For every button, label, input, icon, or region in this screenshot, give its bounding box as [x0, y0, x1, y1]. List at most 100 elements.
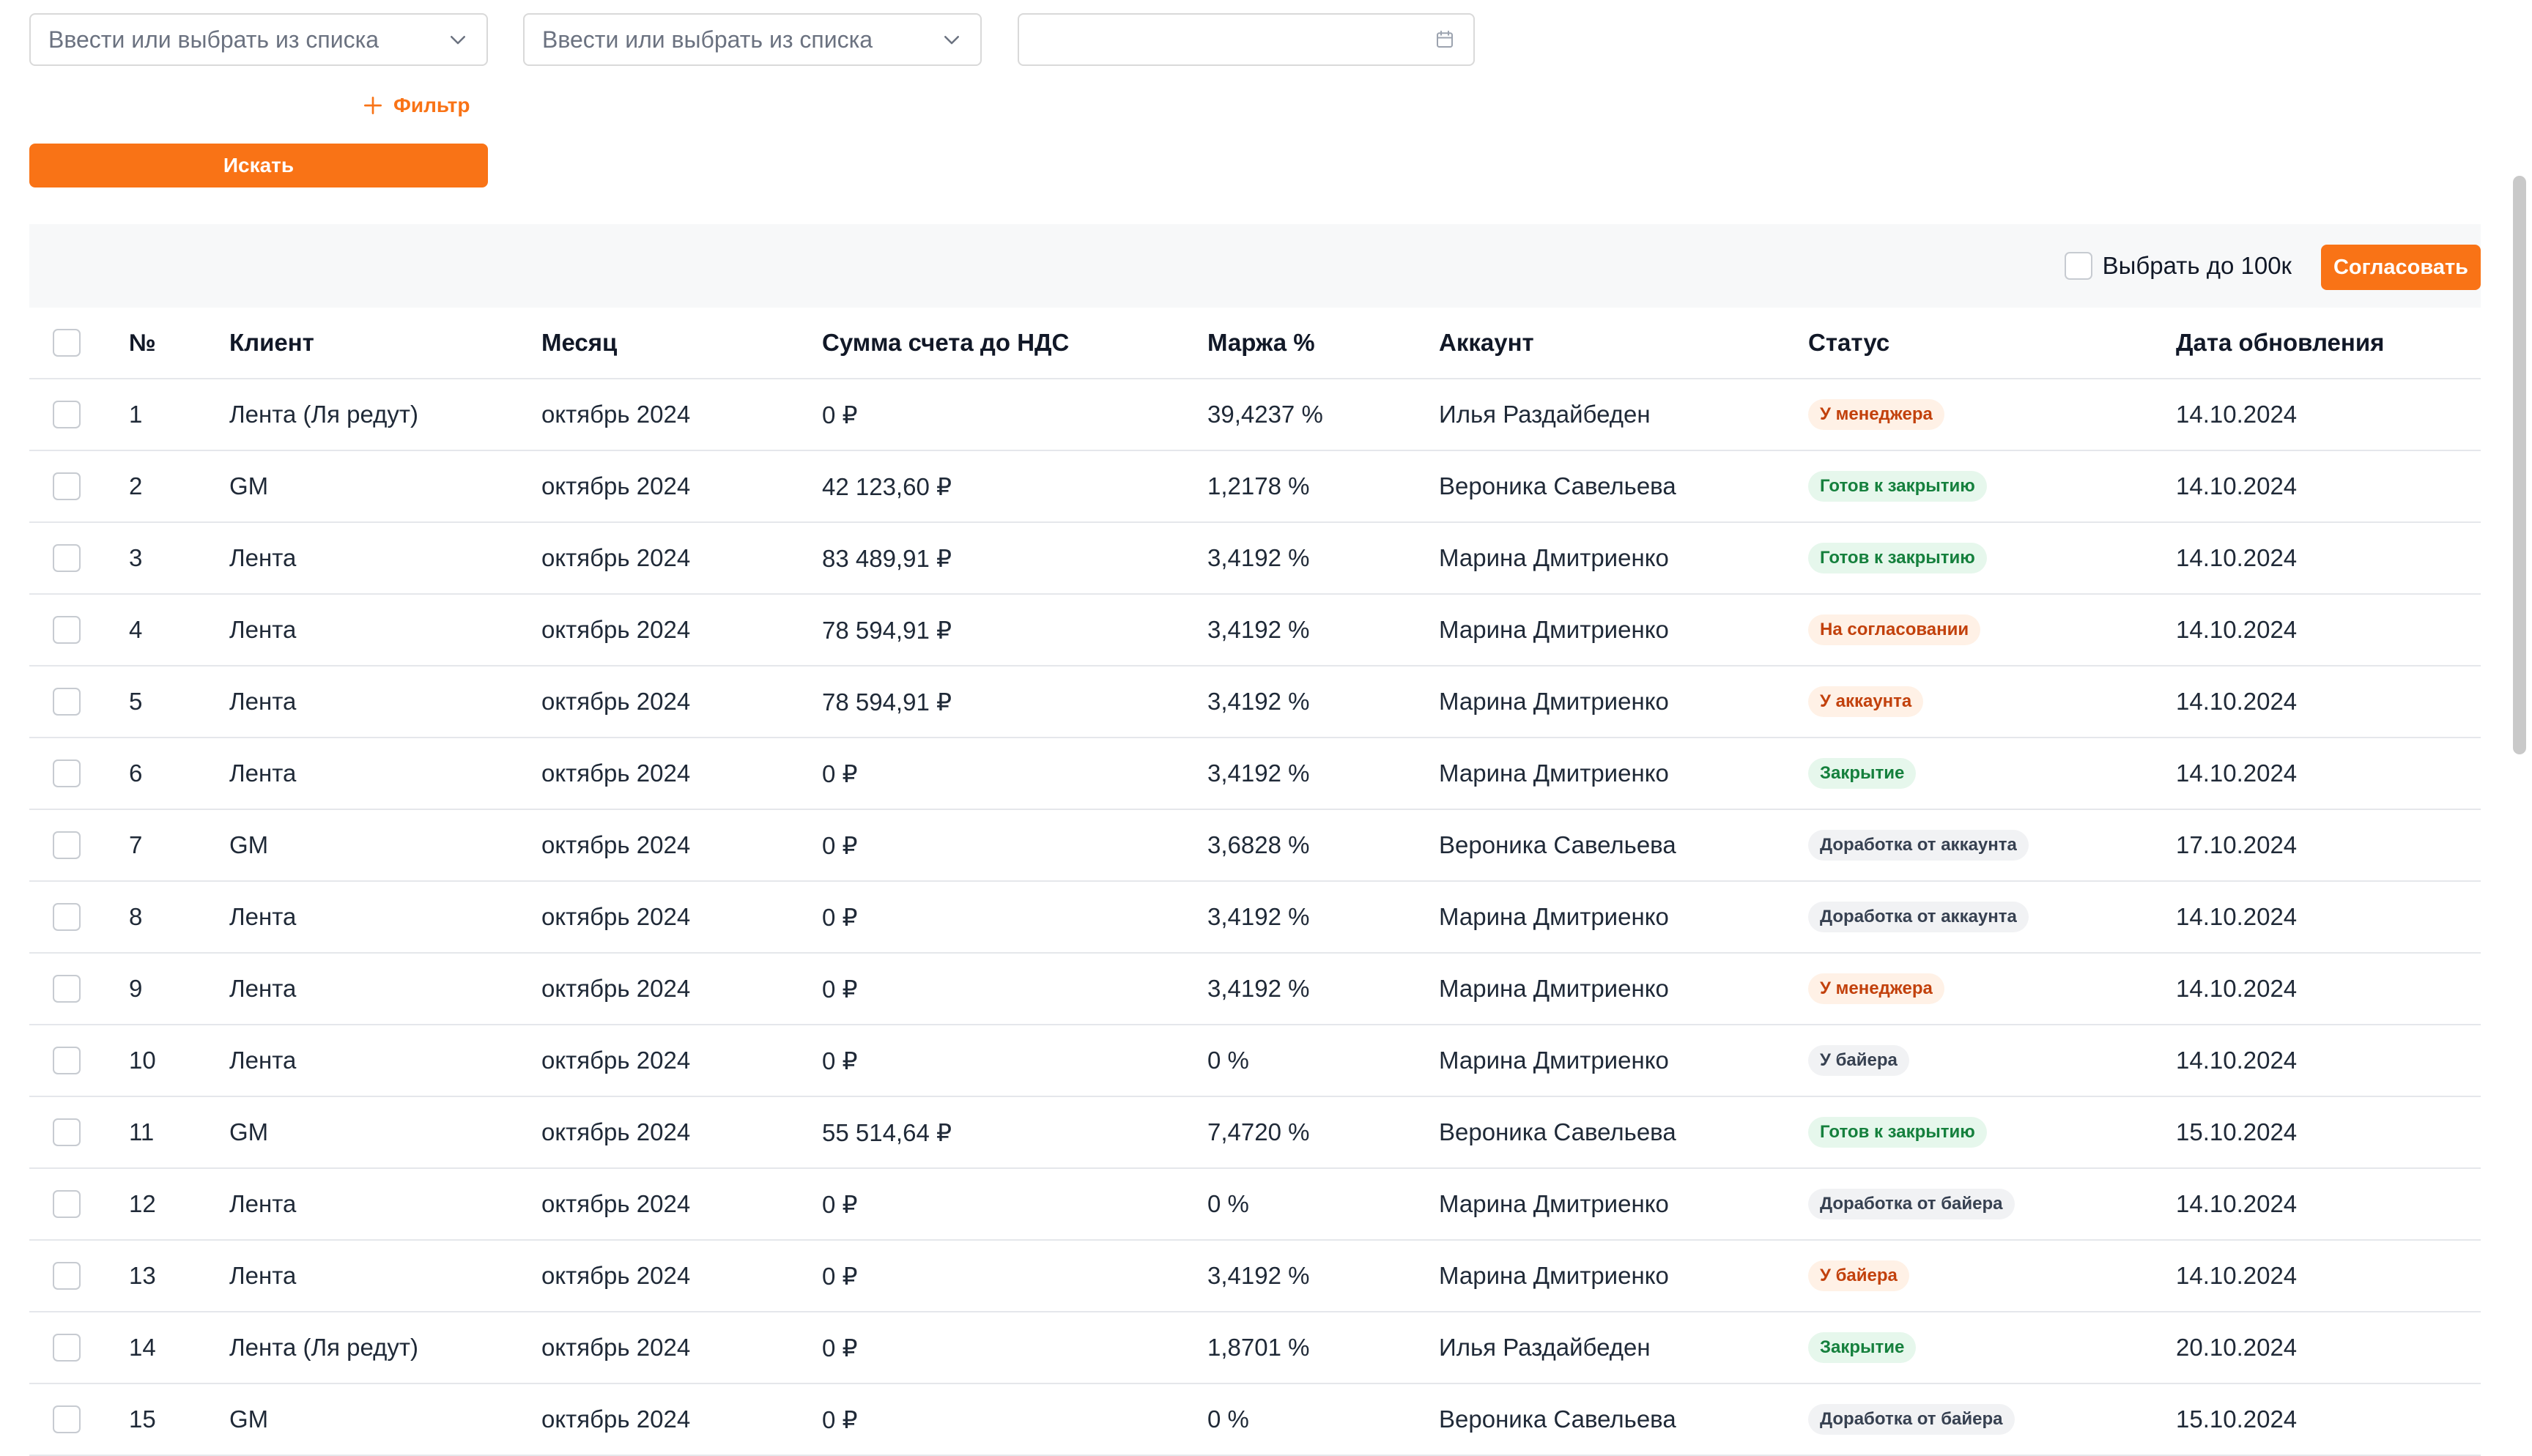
header-status[interactable]: Статус — [1808, 329, 1890, 356]
row-client: Лента — [229, 903, 297, 930]
row-checkbox[interactable] — [53, 1334, 81, 1362]
calendar-icon[interactable] — [1434, 29, 1456, 51]
header-account[interactable]: Аккаунт — [1439, 329, 1534, 356]
status-badge: У байера — [1808, 1045, 1909, 1076]
row-checkbox[interactable] — [53, 903, 81, 931]
row-month: октябрь 2024 — [541, 1047, 691, 1074]
table-row[interactable]: 2 GM октябрь 2024 42 123,60 ₽ 1,2178 % Верони… — [29, 451, 2481, 523]
header-margin[interactable]: Маржа % — [1207, 329, 1315, 356]
search-button[interactable]: Искать — [29, 144, 488, 187]
row-status-cell: У байера — [1808, 1241, 1909, 1311]
row-updated: 14.10.2024 — [2176, 1047, 2298, 1074]
row-amount: 83 489,91 ₽ — [822, 544, 952, 572]
table-row[interactable]: 6 Лента октябрь 2024 0 ₽ 3,4192 % Марина Дмит… — [29, 738, 2481, 810]
row-account: Марина Дмитриенко — [1439, 1047, 1669, 1074]
row-number: 5 — [129, 688, 143, 715]
row-updated: 15.10.2024 — [2176, 1405, 2298, 1433]
row-margin: 3,4192 % — [1207, 759, 1310, 787]
add-filter-label: Фильтр — [393, 94, 470, 116]
row-number: 10 — [129, 1047, 156, 1074]
row-status-cell: Доработка от байера — [1808, 1384, 2015, 1455]
invoices-table: № Клиент Месяц Сумма счета до НДС Маржа … — [29, 308, 2481, 1456]
status-badge: Готов к закрытию — [1808, 471, 1987, 502]
row-margin: 0 % — [1207, 1405, 1249, 1433]
row-client: Лента — [229, 975, 297, 1002]
row-checkbox[interactable] — [53, 544, 81, 572]
table-row[interactable]: 7 GM октябрь 2024 0 ₽ 3,6828 % Вероника Савел… — [29, 810, 2481, 882]
row-checkbox[interactable] — [53, 1190, 81, 1218]
table-toolbar: Выбрать до 100к Согласовать — [29, 224, 2481, 308]
select-100k-option[interactable]: Выбрать до 100к — [2064, 252, 2292, 280]
row-month: октябрь 2024 — [541, 1118, 691, 1145]
table-row[interactable]: 14 Лента (Ля редут) октябрь 2024 0 ₽ 1,8701 … — [29, 1312, 2481, 1384]
status-badge: Доработка от аккаунта — [1808, 902, 2029, 932]
table-row[interactable]: 1 Лента (Ля редут) октябрь 2024 0 ₽ 39,4237 … — [29, 379, 2481, 451]
header-month[interactable]: Месяц — [541, 329, 618, 356]
row-checkbox[interactable] — [53, 616, 81, 644]
row-month: октябрь 2024 — [541, 975, 691, 1002]
row-month: октябрь 2024 — [541, 544, 691, 571]
table-row[interactable]: 10 Лента октябрь 2024 0 ₽ 0 % Марина Дмитриен… — [29, 1025, 2481, 1097]
row-checkbox[interactable] — [53, 472, 81, 500]
table-row[interactable]: 13 Лента октябрь 2024 0 ₽ 3,4192 % Марина Дми… — [29, 1241, 2481, 1312]
row-month: октябрь 2024 — [541, 688, 691, 715]
row-number: 12 — [129, 1190, 156, 1217]
row-checkbox[interactable] — [53, 1262, 81, 1290]
approve-button[interactable]: Согласовать — [2321, 245, 2481, 290]
row-margin: 7,4720 % — [1207, 1118, 1310, 1145]
date-input[interactable] — [1018, 13, 1475, 66]
table-row[interactable]: 4 Лента октябрь 2024 78 594,91 ₽ 3,4192 % Мар… — [29, 595, 2481, 666]
row-client: Лента — [229, 688, 297, 715]
table-row[interactable]: 11 GM октябрь 2024 55 514,64 ₽ 7,4720 % Верон… — [29, 1097, 2481, 1169]
client-select[interactable]: Ввести или выбрать из списка — [29, 13, 488, 66]
row-month: октябрь 2024 — [541, 1190, 691, 1217]
row-checkbox[interactable] — [53, 1047, 81, 1074]
row-checkbox[interactable] — [53, 1118, 81, 1146]
row-updated: 14.10.2024 — [2176, 759, 2298, 787]
row-checkbox[interactable] — [53, 688, 81, 716]
row-amount: 78 594,91 ₽ — [822, 688, 952, 716]
row-updated: 14.10.2024 — [2176, 1262, 2298, 1289]
row-month: октябрь 2024 — [541, 472, 691, 499]
table-row[interactable]: 15 GM октябрь 2024 0 ₽ 0 % Вероника Савельева… — [29, 1384, 2481, 1456]
header-amount[interactable]: Сумма счета до НДС — [822, 329, 1070, 356]
row-margin: 3,4192 % — [1207, 544, 1310, 571]
row-account: Вероника Савельева — [1439, 1405, 1676, 1433]
row-client: Лента — [229, 1262, 297, 1289]
row-account: Марина Дмитриенко — [1439, 903, 1669, 930]
row-status-cell: Доработка от байера — [1808, 1169, 2015, 1239]
table-row[interactable]: 12 Лента октябрь 2024 0 ₽ 0 % Марина Дмитриен… — [29, 1169, 2481, 1241]
select-all-checkbox[interactable] — [53, 329, 81, 357]
row-checkbox[interactable] — [53, 975, 81, 1003]
row-updated: 15.10.2024 — [2176, 1118, 2298, 1145]
row-status-cell: Готов к закрытию — [1808, 523, 1987, 593]
row-checkbox[interactable] — [53, 1405, 81, 1433]
plus-icon — [364, 97, 382, 114]
add-filter-button[interactable]: Фильтр — [361, 91, 470, 120]
row-amount: 0 ₽ — [822, 1405, 858, 1433]
row-month: октябрь 2024 — [541, 1334, 691, 1361]
status-badge: Закрытие — [1808, 1332, 1917, 1363]
row-margin: 0 % — [1207, 1047, 1249, 1074]
scrollbar-thumb[interactable] — [2513, 176, 2526, 754]
table-row[interactable]: 5 Лента октябрь 2024 78 594,91 ₽ 3,4192 % Мар… — [29, 666, 2481, 738]
header-updated[interactable]: Дата обновления — [2176, 329, 2385, 356]
header-num[interactable]: № — [129, 329, 156, 356]
table-row[interactable]: 9 Лента октябрь 2024 0 ₽ 3,4192 % Марина Дмит… — [29, 954, 2481, 1025]
table-row[interactable]: 8 Лента октябрь 2024 0 ₽ 3,4192 % Марина Дмит… — [29, 882, 2481, 954]
row-checkbox[interactable] — [53, 759, 81, 787]
header-client[interactable]: Клиент — [229, 329, 314, 356]
row-client: Лента — [229, 616, 297, 643]
chevron-down-icon — [944, 36, 959, 45]
account-select[interactable]: Ввести или выбрать из списка — [523, 13, 982, 66]
row-month: октябрь 2024 — [541, 759, 691, 787]
row-checkbox[interactable] — [53, 401, 81, 428]
row-month: октябрь 2024 — [541, 903, 691, 930]
row-number: 11 — [129, 1118, 155, 1145]
row-amount: 0 ₽ — [822, 975, 858, 1003]
row-status-cell: Закрытие — [1808, 1312, 1917, 1383]
row-amount: 0 ₽ — [822, 759, 858, 787]
select-100k-checkbox[interactable] — [2064, 252, 2092, 280]
table-row[interactable]: 3 Лента октябрь 2024 83 489,91 ₽ 3,4192 % Мар… — [29, 523, 2481, 595]
row-checkbox[interactable] — [53, 831, 81, 859]
